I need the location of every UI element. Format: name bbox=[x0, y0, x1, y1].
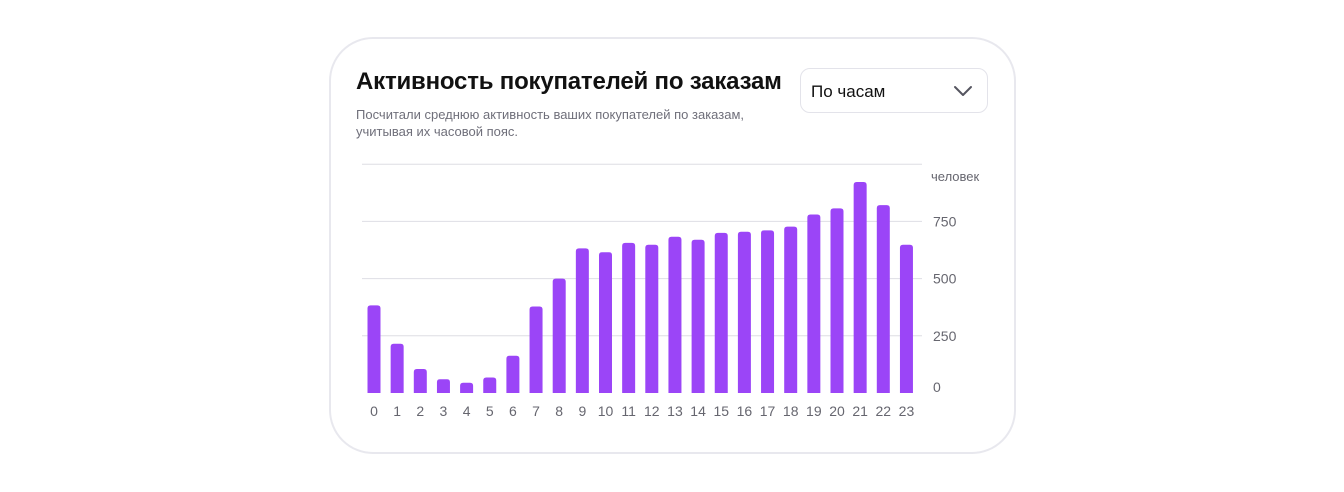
x-tick-label: 21 bbox=[852, 403, 868, 419]
x-tick-label: 20 bbox=[829, 403, 845, 419]
x-tick-label: 8 bbox=[555, 403, 563, 419]
x-tick-label: 3 bbox=[440, 403, 448, 419]
x-tick-label: 11 bbox=[621, 403, 636, 419]
y-tick-label: 0 bbox=[933, 379, 941, 395]
x-tick-label: 0 bbox=[370, 403, 378, 419]
bar-hour-5[interactable] bbox=[483, 377, 497, 393]
y-tick-label: 750 bbox=[933, 213, 957, 229]
x-tick-label: 18 bbox=[783, 403, 799, 419]
y-axis-label: человек bbox=[931, 169, 980, 184]
bar-hour-14[interactable] bbox=[691, 239, 705, 393]
bars bbox=[367, 182, 913, 393]
x-tick-label: 17 bbox=[760, 403, 776, 419]
x-tick-label: 12 bbox=[644, 403, 660, 419]
x-tick-label: 1 bbox=[393, 403, 401, 419]
x-tick-label: 5 bbox=[486, 403, 494, 419]
x-tick-label: 9 bbox=[578, 403, 586, 419]
bar-hour-6[interactable] bbox=[506, 355, 520, 393]
x-tick-label: 14 bbox=[690, 403, 706, 419]
card-subtitle: Посчитали среднюю активность ваших покуп… bbox=[356, 107, 744, 139]
bar-hour-20[interactable] bbox=[830, 208, 844, 393]
bar-hour-15[interactable] bbox=[714, 232, 728, 393]
bar-hour-16[interactable] bbox=[737, 231, 751, 393]
bar-hour-23[interactable] bbox=[899, 244, 913, 393]
bar-hour-7[interactable] bbox=[529, 306, 543, 393]
bar-hour-19[interactable] bbox=[807, 214, 821, 393]
bar-hour-13[interactable] bbox=[668, 236, 682, 393]
period-select-value: По часам bbox=[811, 82, 886, 101]
bar-hour-1[interactable] bbox=[390, 343, 404, 393]
y-tick-labels: 0 250 500 750 bbox=[933, 213, 957, 395]
x-tick-label: 19 bbox=[806, 403, 822, 419]
bar-hour-3[interactable] bbox=[436, 379, 450, 393]
x-tick-label: 10 bbox=[598, 403, 614, 419]
bar-hour-0[interactable] bbox=[367, 305, 381, 393]
bar-hour-11[interactable] bbox=[622, 242, 636, 393]
bar-hour-21[interactable] bbox=[853, 182, 867, 393]
period-select[interactable]: По часам bbox=[800, 68, 988, 113]
x-tick-label: 6 bbox=[509, 403, 517, 419]
x-tick-label: 7 bbox=[532, 403, 540, 419]
grid-lines bbox=[362, 163, 922, 337]
y-tick-label: 250 bbox=[933, 328, 957, 344]
x-tick-label: 23 bbox=[899, 403, 915, 419]
bar-hour-9[interactable] bbox=[575, 248, 589, 393]
x-tick-label: 15 bbox=[713, 403, 729, 419]
chevron-down-icon bbox=[954, 86, 972, 96]
bar-hour-18[interactable] bbox=[784, 226, 798, 393]
x-tick-label: 16 bbox=[737, 403, 753, 419]
y-tick-label: 500 bbox=[933, 271, 957, 287]
x-tick-label: 13 bbox=[667, 403, 683, 419]
bar-hour-10[interactable] bbox=[599, 252, 612, 393]
card-title: Активность покупателей по заказам bbox=[356, 68, 782, 95]
x-tick-label: 4 bbox=[463, 403, 471, 419]
bar-hour-4[interactable] bbox=[460, 382, 474, 393]
bar-hour-8[interactable] bbox=[552, 278, 566, 393]
bar-hour-12[interactable] bbox=[645, 244, 659, 393]
x-tick-labels: 0 1 2 3 4 5 6 7 8 9 10 11 12 13 14 15 16 17 18 19 20 21 22 23 bbox=[370, 403, 914, 419]
x-tick-label: 22 bbox=[876, 403, 892, 419]
bar-hour-17[interactable] bbox=[761, 230, 775, 393]
bar-hour-22[interactable] bbox=[876, 205, 890, 393]
x-tick-label: 2 bbox=[416, 403, 424, 419]
bar-hour-2[interactable] bbox=[413, 368, 427, 393]
